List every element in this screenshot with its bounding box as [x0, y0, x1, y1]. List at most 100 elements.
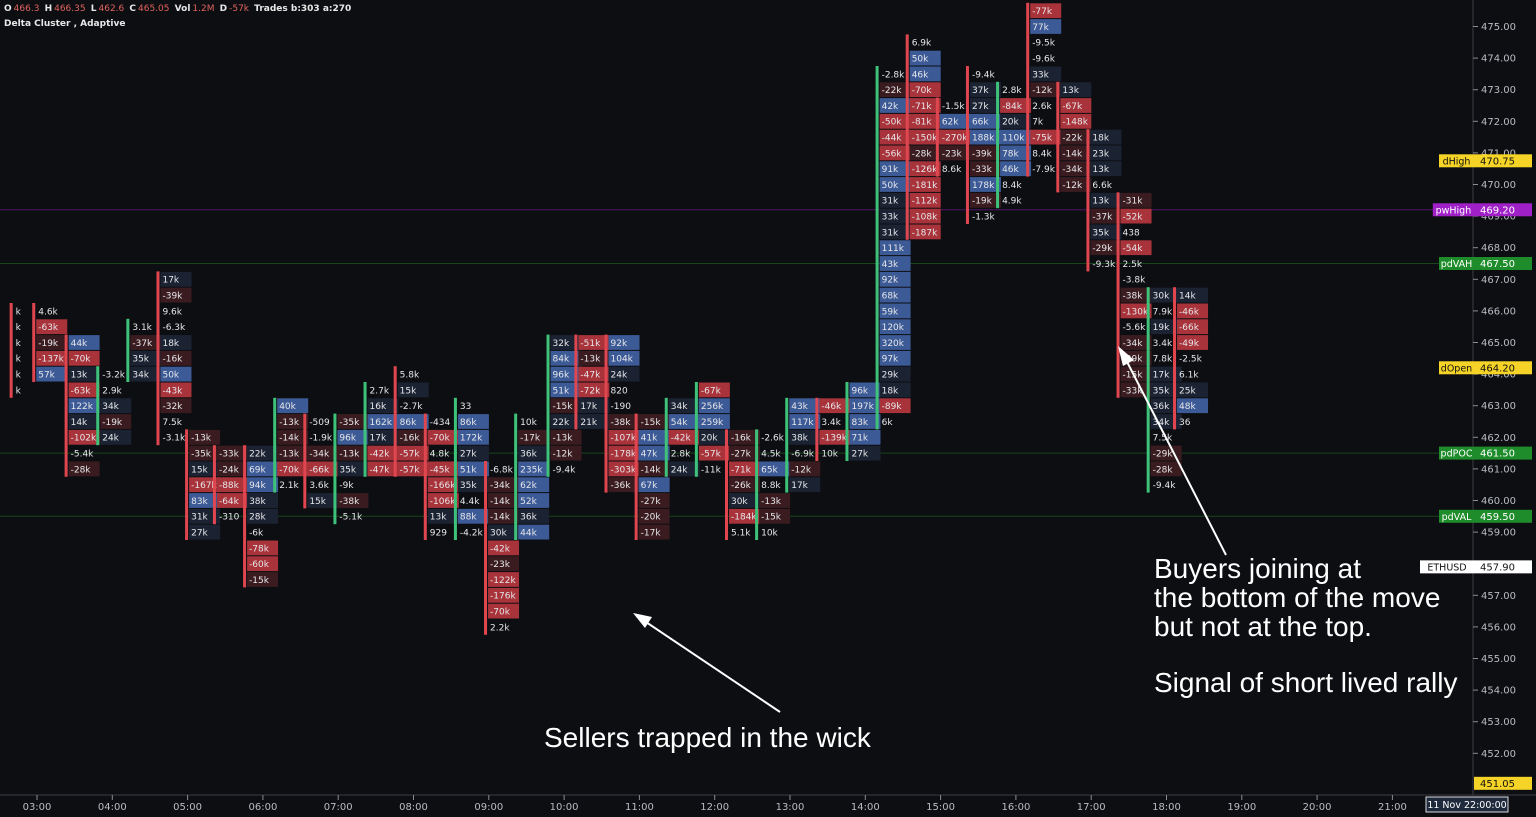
delta-cell	[608, 461, 640, 477]
delta-cell	[1177, 398, 1209, 414]
delta-value: -19k	[38, 339, 59, 349]
delta-value: 83k	[191, 497, 208, 507]
delta-value: 29k	[882, 371, 899, 381]
delta-value: 31k	[882, 228, 899, 238]
delta-value: 27k	[851, 450, 868, 460]
delta-value: 4.6k	[38, 307, 58, 317]
delta-cell	[189, 508, 221, 524]
delta-cell	[789, 461, 821, 477]
delta-value: 188k	[972, 134, 995, 144]
delta-cell	[1030, 82, 1062, 98]
delta-cell	[1030, 66, 1062, 82]
delta-cell	[457, 429, 489, 445]
delta-value: 15k	[191, 465, 208, 475]
delta-cell	[909, 145, 941, 161]
candle-wick	[243, 445, 247, 588]
delta-value: 36k	[1153, 402, 1170, 412]
candle-wick	[1086, 129, 1090, 272]
delta-cell	[367, 398, 399, 414]
sellers-arrowhead-icon	[633, 613, 652, 628]
delta-value: -14k	[490, 513, 511, 523]
delta-cell	[550, 382, 582, 398]
delta-cell	[457, 508, 489, 524]
delta-value: -38k	[611, 418, 632, 428]
price-axis[interactable]: 475.00 474.00 473.00 472.00 471.00 470.00 469.…	[1472, 0, 1516, 795]
delta-value: -17k	[520, 434, 541, 444]
delta-value: 86k	[400, 418, 417, 428]
delta-value: -6.9k	[791, 450, 815, 460]
delta-cell	[879, 287, 911, 303]
delta-value: -9.3k	[1092, 260, 1116, 270]
delta-value: 7.5k	[162, 418, 182, 428]
delta-cell	[1090, 129, 1122, 145]
delta-value: 27k	[972, 102, 989, 112]
delta-value: -63k	[71, 386, 92, 396]
level-value-box	[1474, 257, 1532, 270]
delta-cell	[160, 335, 192, 350]
delta-value: 8.4k	[1002, 181, 1022, 191]
delta-value: 50k	[912, 55, 929, 65]
delta-value: 25k	[1179, 386, 1196, 396]
delta-cell	[909, 98, 941, 113]
delta-cell	[1090, 145, 1122, 161]
delta-value: 96k	[339, 434, 356, 444]
delta-value: -303k	[611, 465, 637, 475]
delta-value: -70k	[279, 465, 300, 475]
time-axis[interactable]: 03:00 04:00 05:00 06:00 07:00 08:00 09:00 10:00…	[0, 794, 1536, 813]
delta-value: -5.4k	[71, 450, 95, 460]
delta-value: -35k	[191, 450, 212, 460]
candle-wick	[724, 429, 728, 540]
delta-cell	[277, 414, 309, 429]
candle-wick	[755, 429, 759, 540]
delta-value: -70k	[490, 608, 511, 618]
delta-cell	[879, 145, 911, 161]
delta-cell	[879, 240, 911, 256]
delta-value: 36k	[520, 450, 537, 460]
delta-cell	[698, 398, 730, 414]
time-tick-label: 11:00	[625, 802, 654, 813]
delta-cell	[1090, 192, 1122, 208]
price-tick-label: 460.00	[1481, 496, 1516, 507]
delta-value: -130k	[1123, 307, 1149, 317]
close-value: 465.05	[138, 4, 170, 14]
delta-value: 13k	[1092, 165, 1109, 175]
delta-value: 3.4k	[821, 418, 841, 428]
delta-cell	[277, 445, 309, 461]
buyers-line-2: the bottom of the move	[1154, 582, 1441, 613]
level-value-box	[1474, 154, 1532, 168]
delta-cell	[939, 145, 971, 161]
candle-wick	[1026, 2, 1030, 177]
time-tick-label: 12:00	[700, 802, 729, 813]
delta-value: -31k	[1123, 197, 1144, 207]
delta-value: -14k	[490, 497, 511, 507]
delta-cell	[337, 445, 369, 461]
candle-wick	[935, 97, 939, 177]
delta-value: 14k	[1179, 292, 1196, 302]
delta-cell	[1177, 335, 1209, 350]
delta-cell	[879, 113, 911, 129]
delta-value: 178k	[972, 181, 995, 191]
delta-value: 4.8k	[430, 450, 450, 460]
delta-value: k	[16, 339, 22, 349]
delta-value: -15k	[761, 513, 782, 523]
delta-value: 13k	[71, 371, 88, 381]
delta-value: 34k	[671, 402, 688, 412]
delta-value: -107k	[611, 434, 637, 444]
delta-value: -112k	[912, 197, 938, 207]
delta-cell	[277, 429, 309, 445]
delta-cell	[100, 398, 132, 414]
delta-value: -71k	[912, 102, 933, 112]
delta-cell	[1120, 208, 1152, 224]
delta-cell	[518, 429, 550, 445]
time-tick-label: 06:00	[248, 802, 277, 813]
delta-value: 10k	[520, 418, 537, 428]
delta-cell	[969, 129, 1001, 145]
delta-value: -39k	[972, 149, 993, 159]
delta-cell	[909, 66, 941, 82]
delta-value: 46k	[912, 70, 929, 80]
delta-value: 18k	[882, 386, 899, 396]
delta-cell	[397, 445, 429, 461]
delta-cell	[909, 224, 941, 240]
candle-wick	[363, 382, 367, 477]
